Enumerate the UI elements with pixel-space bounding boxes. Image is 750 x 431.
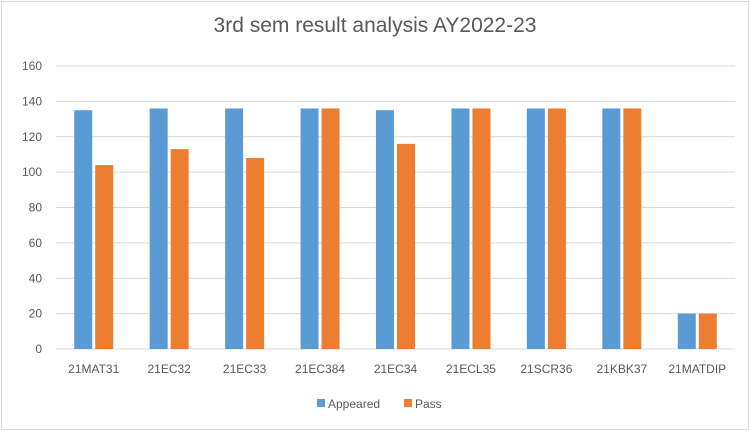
bar-pass-21ec384	[321, 108, 340, 349]
y-tick-label: 160	[22, 59, 42, 73]
legend-swatch-appeared	[317, 399, 325, 407]
x-tick-label: 21ECL35	[446, 362, 496, 376]
bar-appeared-21ec384	[300, 108, 319, 349]
bar-appeared-21ecl35	[451, 108, 470, 349]
chart-title: 3rd sem result analysis AY2022-23	[213, 14, 537, 37]
legend-label-pass: Pass	[415, 397, 442, 411]
bar-pass-21ec34	[397, 143, 415, 349]
bar-appeared-21mat31	[74, 110, 93, 349]
legend-label-appeared: Appeared	[328, 397, 380, 411]
x-axis-tick-labels: 21MAT31 21EC32 21EC33 21EC384 21EC34 21ECL35 2…	[68, 362, 726, 376]
x-tick-label: 21EC32	[147, 362, 191, 376]
bar-pass-21ec32	[170, 149, 189, 349]
bar-pass-21mat31	[95, 165, 114, 349]
y-axis-tick-labels: 0 20 40 60 80 100 120 140 160	[22, 59, 42, 356]
x-tick-label: 21EC34	[374, 362, 418, 376]
x-tick-label: 21KBK37	[596, 362, 647, 376]
y-tick-label: 140	[22, 94, 42, 108]
bar-appeared-21scr36	[526, 108, 545, 349]
y-tick-label: 80	[29, 201, 43, 215]
x-tick-label: 21MAT31	[68, 362, 119, 376]
x-tick-label: 21EC33	[223, 362, 267, 376]
bar-pass-21kbk37	[623, 108, 642, 349]
bar-appeared-21ec32	[149, 108, 168, 349]
y-tick-label: 100	[22, 165, 42, 179]
x-tick-label: 21SCR36	[520, 362, 572, 376]
y-tick-label: 60	[29, 236, 43, 250]
legend: Appeared Pass	[317, 397, 442, 411]
legend-swatch-pass	[404, 399, 412, 407]
bar-pass-21matdip	[698, 313, 717, 349]
y-tick-label: 120	[22, 130, 42, 144]
bar-appeared-21matdip	[677, 313, 696, 349]
y-tick-label: 0	[35, 342, 42, 356]
bar-pass-21scr36	[547, 108, 566, 349]
bar-pass-21ecl35	[472, 108, 491, 349]
bar-appeared-21ec33	[225, 108, 244, 349]
y-tick-label: 20	[29, 307, 43, 321]
gridlines	[56, 65, 735, 350]
x-tick-label: 21EC384	[295, 362, 345, 376]
y-tick-label: 40	[29, 271, 43, 285]
bar-pass-21ec33	[246, 157, 265, 349]
bar-appeared-21kbk37	[602, 108, 621, 349]
bars	[74, 108, 717, 349]
bar-appeared-21ec34	[376, 110, 394, 349]
x-tick-label: 21MATDIP	[668, 362, 726, 376]
